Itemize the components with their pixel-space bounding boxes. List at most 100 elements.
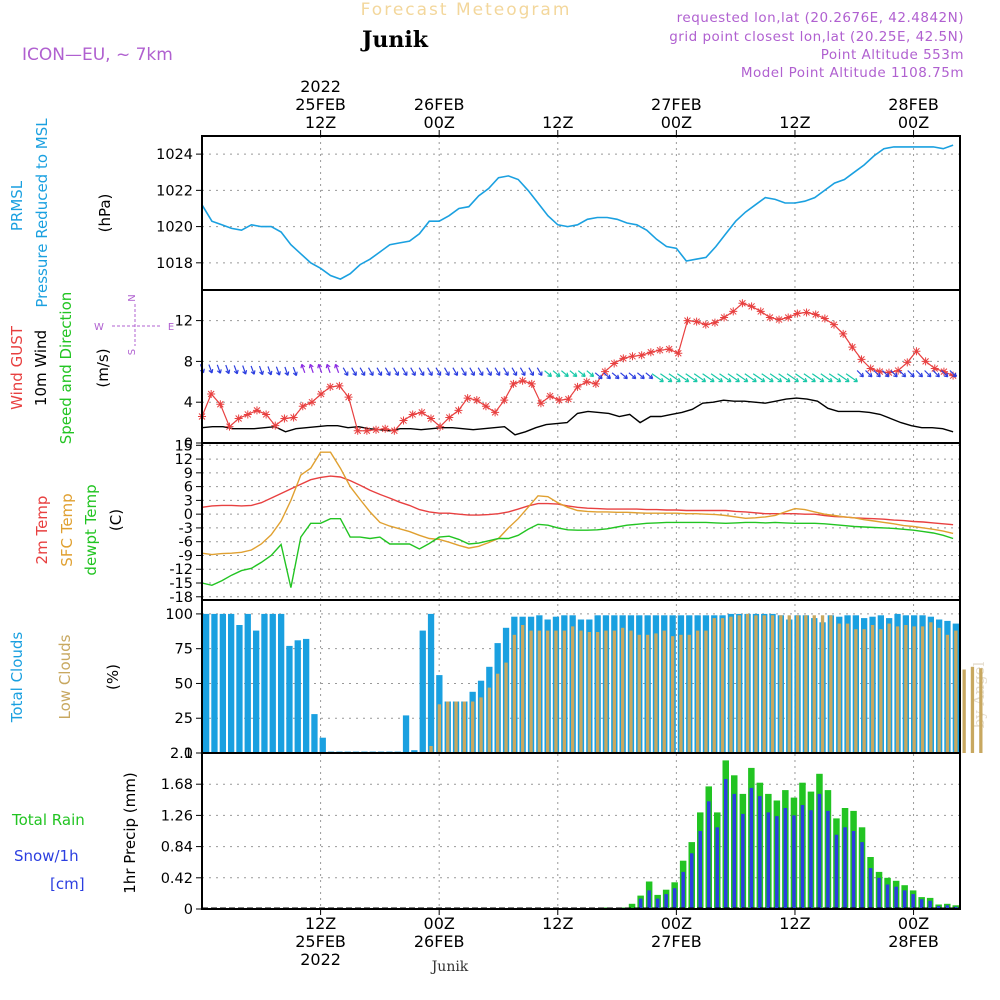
- compass-south: S: [127, 349, 138, 355]
- total-clouds-bar: [228, 613, 235, 753]
- wind-direction-arrow: [250, 365, 256, 375]
- snow-bar: [928, 900, 932, 909]
- wind-direction-arrow: [702, 373, 715, 383]
- gust-point-marker: [820, 314, 829, 323]
- forecast-title: Forecast Meteogram: [361, 0, 572, 20]
- wind-direction-arrow: [225, 364, 231, 375]
- bottom-time-label: 27FEB: [651, 932, 702, 951]
- low-clouds-bar: [546, 630, 550, 753]
- total-clouds-bar: [303, 638, 310, 753]
- y-tick-label: -15: [169, 576, 193, 592]
- wind-direction-arrow: [544, 370, 553, 378]
- wind-direction-arrow: [803, 373, 816, 383]
- low-clouds-bar: [804, 615, 808, 753]
- y-tick-label: 4: [184, 395, 193, 411]
- wind-direction-arrow: [342, 367, 349, 377]
- low-clouds-bar: [887, 623, 891, 753]
- snow-bar: [638, 898, 643, 909]
- wind-direction-arrow: [569, 370, 578, 378]
- wind-direction-arrow: [915, 370, 924, 378]
- wind-direction-arrow: [275, 366, 281, 376]
- total-clouds-bar: [419, 630, 426, 753]
- series-line-2m-temp: [201, 475, 954, 526]
- credit-watermark: by Angel: [970, 661, 988, 728]
- gust-point-marker: [610, 359, 619, 368]
- low-clouds-bar: [704, 630, 708, 753]
- snow-bar: [783, 808, 788, 909]
- low-clouds-bar: [820, 615, 825, 753]
- gust-point-marker: [564, 395, 573, 404]
- wind-direction-arrow: [668, 373, 681, 383]
- low-clouds-bar: [429, 746, 433, 753]
- gust-point-marker: [289, 413, 298, 422]
- panel-side-label: 10m Wind: [32, 330, 50, 406]
- wind-direction-arrow: [384, 367, 391, 377]
- y-tick-label: 9: [184, 466, 193, 482]
- wind-direction-arrow: [645, 372, 654, 380]
- snow-bar: [902, 890, 907, 909]
- top-time-label: 27FEB: [651, 95, 702, 114]
- total-clouds-bar: [319, 737, 326, 753]
- y-tick-label: 12: [175, 314, 193, 330]
- wind-direction-arrow: [577, 370, 586, 378]
- low-clouds-bar: [837, 623, 841, 753]
- panel-side-label: (m/s): [94, 348, 112, 387]
- total-clouds-bar: [427, 613, 435, 753]
- location-title: Junik: [360, 27, 429, 53]
- gust-point-marker: [738, 299, 747, 308]
- top-time-label: 00Z: [898, 113, 929, 132]
- snow-bar: [766, 812, 771, 909]
- gust-point-marker: [601, 367, 610, 376]
- gust-point-marker: [756, 307, 765, 316]
- gust-point-marker: [903, 358, 912, 367]
- snow-bar: [826, 810, 830, 909]
- low-clouds-bar: [471, 701, 475, 753]
- panel-frame-wind: [201, 289, 961, 444]
- wind-direction-arrow: [443, 367, 450, 377]
- snow-bar: [877, 877, 881, 909]
- y-tick-label: 0: [184, 436, 193, 452]
- gust-point-marker: [637, 351, 646, 360]
- wind-direction-arrow: [308, 363, 314, 373]
- wind-direction-arrow: [727, 373, 740, 383]
- wind-direction-arrow: [359, 367, 366, 377]
- wind-direction-arrow: [351, 367, 357, 377]
- wind-direction-arrow: [651, 373, 664, 383]
- gust-point-marker: [573, 382, 582, 391]
- total-clouds-bar: [236, 625, 243, 753]
- requested-coords: requested lon,lat (20.2676E, 42.4842N): [677, 10, 964, 26]
- wind-direction-arrow: [503, 367, 509, 377]
- wind-direction-arrow: [469, 367, 475, 377]
- total-clouds-bar: [244, 613, 251, 753]
- y-tick-label: 1.26: [161, 808, 193, 824]
- gust-point-marker: [326, 382, 335, 391]
- low-clouds-bar: [446, 701, 450, 753]
- snow-bar: [885, 884, 890, 909]
- panel-side-label: (hPa): [96, 194, 114, 233]
- panel-frame-precip: [201, 752, 961, 910]
- bottom-time-label: 2022: [300, 950, 341, 969]
- gust-point-marker: [243, 410, 252, 419]
- snow-bar: [809, 810, 813, 909]
- gust-point-marker: [463, 394, 472, 403]
- y-tick-label: 15: [175, 438, 193, 454]
- total-clouds-bar: [261, 613, 268, 753]
- wind-direction-arrow: [637, 372, 645, 380]
- gust-point-marker: [491, 408, 500, 417]
- gust-point-marker: [830, 320, 839, 329]
- panel-side-label: Wind GUST: [8, 325, 26, 410]
- wind-direction-arrow: [393, 367, 399, 377]
- snow-bar: [919, 899, 924, 909]
- low-clouds-bar: [621, 627, 625, 753]
- wind-direction-arrow: [660, 373, 673, 383]
- low-clouds-bar: [554, 630, 558, 753]
- low-clouds-bar: [812, 615, 816, 753]
- y-tick-label: -3: [179, 521, 193, 537]
- wind-direction-arrow: [552, 370, 561, 378]
- y-tick-label: 6: [184, 480, 193, 496]
- wind-direction-arrow: [317, 363, 323, 374]
- compass-east: E: [168, 322, 174, 333]
- gust-point-marker: [857, 355, 866, 364]
- low-clouds-bar: [671, 636, 675, 753]
